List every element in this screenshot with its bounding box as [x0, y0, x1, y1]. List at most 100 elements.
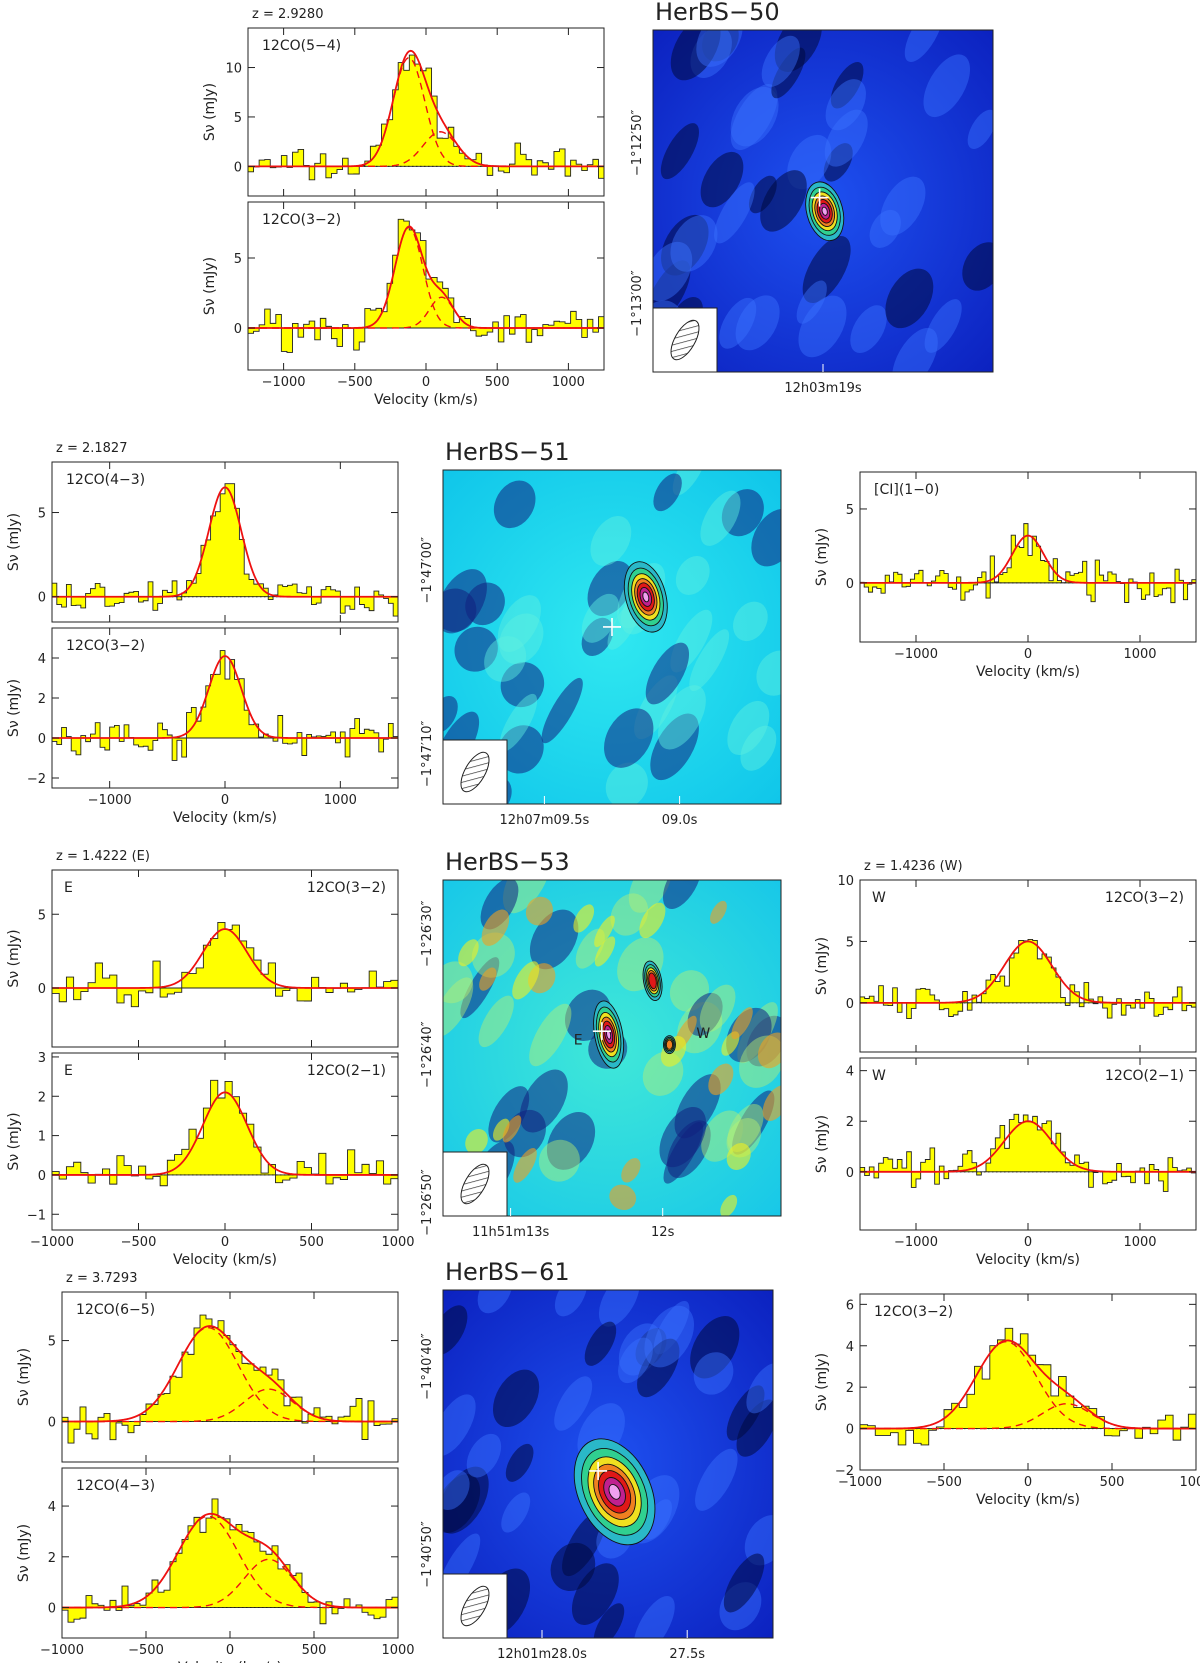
fit-total-curve [52, 1091, 398, 1176]
line-label: 12CO(3−2) [1105, 890, 1184, 906]
ra-tick-label: 11h51m13s [472, 1225, 550, 1240]
ra-tick-label: 12h01m28.0s [497, 1647, 587, 1662]
x-axis-label: Velocity (km/s) [976, 1252, 1080, 1268]
y-tick-label: 5 [234, 111, 242, 126]
y-axis-label: Sν (mJy) [6, 1112, 22, 1170]
noise-blob [639, 902, 666, 939]
noise-blob [719, 297, 757, 349]
noise-blob [500, 662, 545, 708]
x-axis-label: Velocity (km/s) [173, 810, 277, 826]
x-tick-label: 1000 [381, 1235, 414, 1250]
x-axis-label: Velocity (km/s) [976, 664, 1080, 680]
noise-blob [492, 1369, 540, 1428]
map-title: HerBS−61 [445, 1258, 570, 1286]
dec-tick-label: −1°40′40″ [420, 1333, 435, 1400]
line-label: 12CO(2−1) [1105, 1068, 1184, 1084]
map-panel: HerBS−61 12h01m28.0s 27.5s −1°40′40″ −1°40′5… [420, 1258, 774, 1662]
dec-tick-label: −1°40′50″ [420, 1521, 435, 1588]
noise-blob [471, 932, 515, 978]
noise-blob [670, 215, 718, 272]
noise-blob [727, 1103, 764, 1152]
flux-histogram [859, 523, 1197, 604]
ra-tick-label: 12h03m19s [784, 381, 862, 396]
y-axis-label: Sν (mJy) [814, 1115, 830, 1173]
noise-blob [478, 995, 514, 1048]
noise-blob [499, 693, 538, 752]
noise-blob [653, 473, 682, 512]
noise-blob [541, 677, 583, 744]
flux-histogram [61, 1498, 399, 1625]
noise-blob [571, 1563, 619, 1625]
component-tag: W [872, 890, 886, 906]
noise-blob [594, 915, 615, 948]
fit-component-curve [62, 1388, 398, 1423]
y-axis-label: Sν (mJy) [6, 929, 22, 987]
noise-blob [675, 556, 710, 595]
map-panel: HerBS−51 12h07m09.5s 09.0s −1°47′00″ −1°47′1… [420, 438, 782, 828]
line-label: 12CO(4−3) [76, 1478, 155, 1494]
redshift-label: z = 3.7293 [66, 1271, 137, 1286]
redshift-label: z = 1.4236 (W) [864, 859, 963, 874]
noise-blob [525, 896, 553, 926]
y-tick-label: −2 [835, 1464, 854, 1479]
noise-blob [687, 992, 723, 1036]
source-contour [665, 1039, 674, 1050]
noise-blob [512, 961, 540, 1000]
y-tick-label: 0 [38, 1169, 46, 1184]
noise-blob [594, 936, 616, 967]
line-label: 12CO(6−5) [76, 1302, 155, 1318]
y-tick-label: 0 [846, 997, 854, 1012]
y-tick-label: 0 [48, 1416, 56, 1431]
spectrum-panel: 0 5 12CO(6−5) Sν (mJy) [16, 1291, 399, 1463]
y-tick-label: 5 [846, 935, 854, 950]
noise-blob [497, 595, 541, 653]
spectrum-panel: 0 5 12CO(4−3) Sν (mJy) [6, 461, 399, 623]
y-tick-label: 2 [38, 1090, 46, 1105]
y-axis-label: Sν (mJy) [814, 528, 830, 586]
beam-ellipse [460, 751, 490, 793]
x-tick-label: −1000 [838, 1475, 882, 1490]
spectrum-panel: −1000 −500 0 500 1000 −1 0 1 2 3 12CO(2−1) E Sν (mJy… [6, 1051, 415, 1250]
noise-blob [761, 35, 800, 87]
flux-histogram [51, 650, 399, 761]
noise-blob [493, 480, 536, 529]
noise-blob [774, 30, 822, 72]
fit-total-curve [248, 49, 604, 168]
line-label: 12CO(3−2) [262, 212, 341, 228]
x-tick-label: −500 [121, 1235, 157, 1250]
fit-total-curve [52, 655, 398, 739]
source-contour [648, 972, 657, 990]
spectrum-panel: −1000 −500 0 500 1000 −2 0 2 4 6 12CO(3−2) Sν (mJy) [814, 1293, 1200, 1490]
fit-total-curve [860, 940, 1196, 1004]
map-title: HerBS−51 [445, 438, 570, 466]
y-tick-label: 4 [48, 1500, 56, 1515]
noise-blob [731, 1007, 753, 1040]
noise-blob [823, 143, 853, 182]
y-tick-label: 0 [846, 1166, 854, 1181]
noise-blob [645, 642, 690, 705]
x-tick-label: −1000 [894, 1235, 938, 1250]
noise-blob [746, 1363, 773, 1414]
noise-blob [498, 725, 544, 774]
noise-blob [587, 561, 633, 617]
noise-blob [443, 1394, 476, 1457]
dec-tick-label: −1°47′00″ [420, 537, 435, 604]
x-tick-label: 1000 [552, 375, 585, 390]
y-tick-label: 0 [234, 160, 242, 175]
noise-blob [628, 880, 673, 913]
fit-total-curve [860, 534, 1196, 584]
noise-blob [696, 30, 743, 67]
noise-blob [730, 84, 778, 151]
noise-blob [593, 1603, 625, 1638]
noise-blob [700, 151, 744, 208]
x-tick-label: 0 [422, 375, 430, 390]
noise-blob [904, 30, 944, 63]
noise-blob [513, 1148, 537, 1183]
noise-blob [730, 86, 779, 147]
spectrum-panel: −1000 0 1000 0 5 [CI](1−0) Sν (mJy) [814, 471, 1197, 662]
x-tick-label: −500 [337, 375, 373, 390]
dec-tick-label: −1°26′40″ [420, 1021, 435, 1088]
x-tick-label: 500 [302, 1643, 327, 1658]
component-tag: E [64, 1063, 73, 1079]
